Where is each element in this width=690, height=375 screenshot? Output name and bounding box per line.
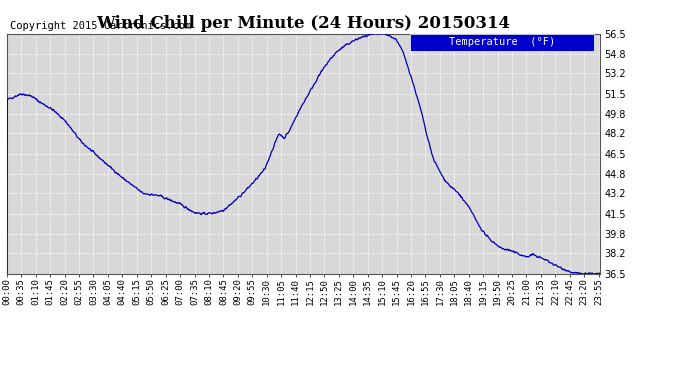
Text: Temperature  (°F): Temperature (°F) — [449, 37, 555, 47]
FancyBboxPatch shape — [411, 34, 594, 51]
Text: Copyright 2015 Cartronics.com: Copyright 2015 Cartronics.com — [10, 21, 191, 32]
Title: Wind Chill per Minute (24 Hours) 20150314: Wind Chill per Minute (24 Hours) 2015031… — [97, 15, 511, 32]
